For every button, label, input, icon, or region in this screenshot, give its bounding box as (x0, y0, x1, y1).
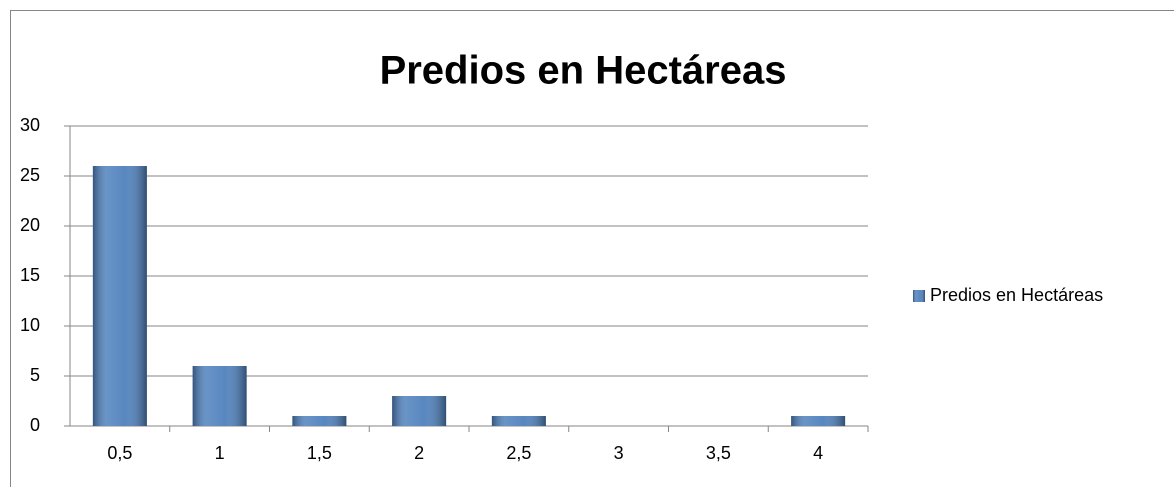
legend-swatch-shade (913, 290, 925, 302)
x-tick-label: 3,5 (706, 443, 731, 463)
x-tick-label: 3 (614, 443, 624, 463)
y-tick-label: 25 (20, 165, 40, 185)
x-tick-label: 2 (414, 443, 424, 463)
chart-title: Predios en Hectáreas (380, 49, 787, 93)
y-tick-label: 30 (20, 115, 40, 135)
x-tick-label: 0,5 (107, 443, 132, 463)
y-tick-label: 0 (30, 415, 40, 435)
bar-shade (791, 416, 846, 426)
bar-shade (392, 396, 447, 426)
x-tick-label: 1 (215, 443, 225, 463)
x-tick-label: 2,5 (506, 443, 531, 463)
y-tick-label: 5 (30, 365, 40, 385)
x-tick-label: 4 (813, 443, 823, 463)
bar-shade (192, 366, 247, 426)
bar-shade (491, 416, 546, 426)
legend-label: Predios en Hectáreas (930, 285, 1103, 305)
y-tick-label: 20 (20, 215, 40, 235)
y-tick-label: 15 (20, 265, 40, 285)
y-tick-label: 10 (20, 315, 40, 335)
bar-shade (292, 416, 347, 426)
x-tick-label: 1,5 (307, 443, 332, 463)
bar-shade (92, 166, 147, 426)
